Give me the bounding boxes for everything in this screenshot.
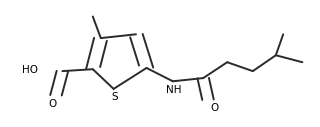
Text: S: S — [111, 92, 117, 102]
Text: NH: NH — [166, 85, 181, 95]
Text: O: O — [48, 99, 56, 109]
Text: HO: HO — [22, 66, 38, 75]
Text: O: O — [210, 103, 219, 113]
